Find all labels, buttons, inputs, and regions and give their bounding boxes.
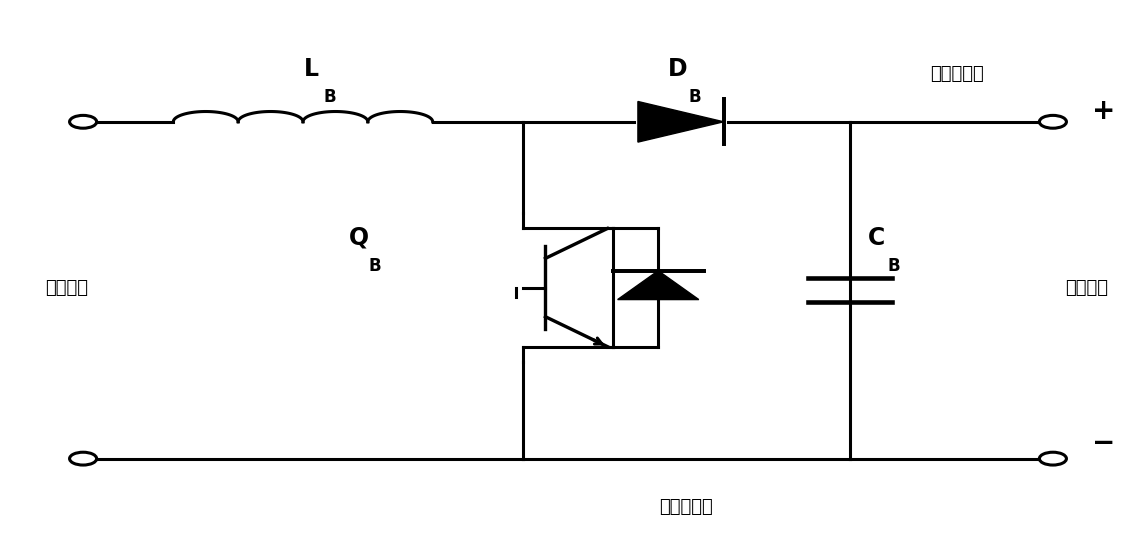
Text: +: + xyxy=(1092,97,1116,125)
Text: $\mathbf{B}$: $\mathbf{B}$ xyxy=(368,256,382,275)
Text: $\mathbf{C}$: $\mathbf{C}$ xyxy=(867,226,885,250)
Text: 输出端口: 输出端口 xyxy=(1066,279,1109,296)
Text: $\mathbf{Q}$: $\mathbf{Q}$ xyxy=(348,225,369,250)
Text: 输出负母线: 输出负母线 xyxy=(660,498,713,516)
Text: $\mathbf{B}$: $\mathbf{B}$ xyxy=(324,88,336,106)
Text: $\mathbf{B}$: $\mathbf{B}$ xyxy=(887,256,901,275)
Text: $\mathbf{L}$: $\mathbf{L}$ xyxy=(303,58,319,81)
Text: 输出正母线: 输出正母线 xyxy=(930,65,984,83)
Text: $\mathbf{D}$: $\mathbf{D}$ xyxy=(667,58,687,81)
Text: $\mathbf{B}$: $\mathbf{B}$ xyxy=(687,88,701,106)
Text: −: − xyxy=(1092,428,1116,457)
Polygon shape xyxy=(638,102,724,142)
Polygon shape xyxy=(618,271,699,300)
Text: 输入端口: 输入端口 xyxy=(44,279,87,296)
